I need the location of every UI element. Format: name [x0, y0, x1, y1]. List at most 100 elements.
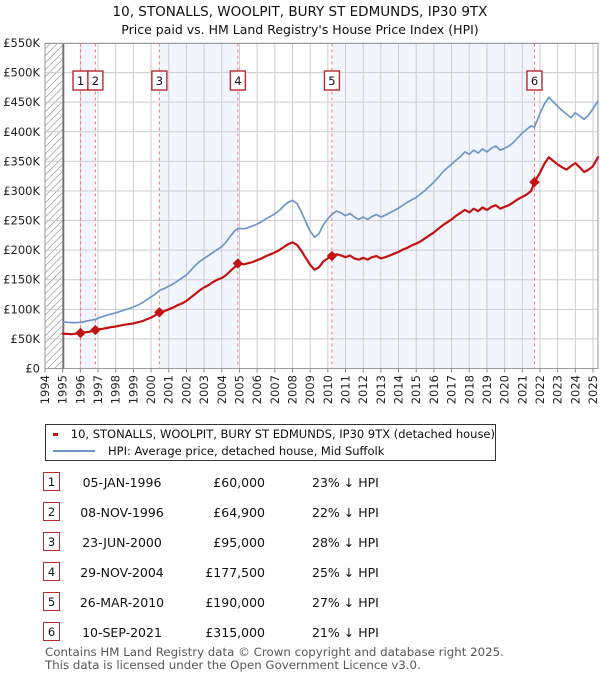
sale-number-box	[151, 70, 168, 91]
property-line-swatch	[53, 432, 58, 436]
row-number-badge: 2	[43, 502, 60, 521]
x-axis-tick-label: 2013	[374, 375, 388, 404]
legend-item-property: 10, STONALLS, WOOLPIT, BURY ST EDMUNDS, …	[46, 426, 495, 443]
x-axis-tick-label: 2018	[462, 375, 476, 404]
row-number-badge: 5	[43, 592, 60, 611]
sale-number-label: 2	[92, 74, 99, 88]
row-price: £177,500	[205, 565, 265, 580]
row-date: 29-NOV-2004	[80, 565, 164, 580]
x-axis-tick-label: 2015	[409, 375, 423, 404]
table-row: 6 10-SEP-2021 £315,000 21% ↓ HPI	[0, 620, 600, 650]
row-price: £64,900	[213, 505, 265, 520]
page-title: 10, STONALLS, WOOLPIT, BURY ST EDMUNDS, …	[112, 4, 488, 20]
x-axis-tick-label: 2003	[197, 375, 211, 404]
sale-number-box	[87, 70, 104, 91]
footer-line-2: This data is licensed under the Open Gov…	[45, 658, 421, 672]
sale-marker-diamond	[90, 324, 101, 336]
x-axis-tick-label: 1995	[56, 375, 70, 404]
x-axis-tick-label: 2011	[339, 375, 353, 404]
row-price: £60,000	[213, 475, 265, 490]
table-row: 2 08-NOV-1996 £64,900 22% ↓ HPI	[0, 500, 600, 530]
y-axis-tick-label: £300K	[3, 184, 40, 198]
x-axis-tick-label: 2005	[232, 375, 246, 404]
table-row: 3 23-JUN-2000 £95,000 28% ↓ HPI	[0, 530, 600, 560]
x-axis-tick-label: 2021	[515, 375, 529, 404]
row-price: £190,000	[205, 595, 265, 610]
row-date: 08-NOV-1996	[80, 505, 164, 520]
row-hpi-delta: 21% ↓ HPI	[312, 625, 379, 640]
x-axis-tick-label: 2023	[551, 375, 565, 404]
row-number-badge: 4	[43, 562, 60, 581]
row-price: £95,000	[213, 535, 265, 550]
x-axis-tick-label: 2007	[268, 375, 282, 404]
row-hpi-delta: 23% ↓ HPI	[312, 475, 379, 490]
x-axis-tick-label: 1994	[38, 375, 52, 404]
hpi-line-swatch	[53, 450, 95, 452]
y-axis-tick-label: £100K	[3, 302, 40, 316]
sale-number-box	[526, 70, 543, 91]
sale-number-box	[229, 70, 247, 91]
sale-number-label: 3	[156, 74, 163, 88]
row-date: 26-MAR-2010	[79, 595, 165, 610]
y-axis-tick-label: £50K	[11, 332, 41, 346]
sale-number-box	[323, 70, 341, 91]
sale-number-label: 6	[531, 74, 538, 88]
x-axis-tick-label: 1997	[91, 375, 105, 404]
x-axis-tick-label: 2000	[144, 375, 158, 404]
table-row: 5 26-MAR-2010 £190,000 27% ↓ HPI	[0, 590, 600, 620]
footer-line-1: Contains HM Land Registry data © Crown c…	[45, 645, 504, 659]
x-axis-tick-label: 2016	[427, 375, 441, 404]
x-axis-tick-label: 2008	[285, 375, 299, 404]
x-axis-tick-label: 2025	[586, 375, 600, 404]
y-axis-tick-label: £500K	[3, 66, 40, 80]
x-axis-tick-label: 1996	[73, 375, 87, 404]
y-axis-tick-label: £550K	[3, 38, 40, 50]
chart-legend: 10, STONALLS, WOOLPIT, BURY ST EDMUNDS, …	[45, 424, 496, 461]
row-number-badge: 3	[43, 532, 60, 551]
sale-number-label: 5	[328, 74, 335, 88]
x-axis-tick-label: 2017	[445, 375, 459, 404]
price-history-chart: 1 2 3 4 5 6 £0 £50K £100K £150K £200K £250K £300K £35…	[3, 38, 600, 404]
sale-marker-diamond	[529, 176, 540, 188]
table-row: 1 05-JAN-1996 £60,000 23% ↓ HPI	[0, 470, 600, 500]
row-hpi-delta: 25% ↓ HPI	[312, 565, 379, 580]
x-axis-tick-label: 2024	[568, 375, 582, 404]
x-axis-tick-label: 2014	[392, 375, 406, 404]
x-axis-tick-label: 2001	[162, 375, 176, 404]
row-number-badge: 1	[43, 472, 60, 491]
ownership-band	[80, 43, 96, 369]
legend-label-property: 10, STONALLS, WOOLPIT, BURY ST EDMUNDS, …	[70, 427, 495, 441]
license-footer: Contains HM Land Registry data © Crown c…	[45, 646, 504, 672]
y-axis-tick-label: £150K	[3, 273, 40, 287]
ownership-band	[331, 43, 535, 369]
x-axis-tick-label: 2009	[303, 375, 317, 404]
hpi-line	[61, 96, 599, 324]
row-number-badge: 6	[43, 622, 60, 641]
x-axis-tick-label: 2019	[480, 375, 494, 404]
sale-marker-diamond	[326, 250, 338, 262]
sale-marker-diamond	[75, 327, 86, 339]
sale-number-label: 1	[77, 74, 84, 88]
row-price: £315,000	[205, 625, 265, 640]
row-date: 23-JUN-2000	[82, 535, 162, 550]
row-date: 10-SEP-2021	[82, 625, 162, 640]
x-axis-tick-label: 2020	[498, 375, 512, 404]
y-axis-tick-label: £450K	[3, 95, 40, 109]
no-data-hatch	[45, 43, 64, 369]
x-axis-tick-label: 2010	[321, 375, 335, 404]
x-axis-tick-label: 2012	[356, 375, 370, 404]
sales-table: 1 05-JAN-1996 £60,000 23% ↓ HPI 2 08-NOV-1996…	[0, 470, 600, 650]
y-axis-tick-label: £400K	[3, 125, 40, 139]
row-date: 05-JAN-1996	[82, 475, 162, 490]
row-hpi-delta: 22% ↓ HPI	[312, 505, 379, 520]
sale-marker-diamond	[154, 307, 165, 318]
y-axis-tick-label: £200K	[3, 243, 40, 257]
legend-label-hpi: HPI: Average price, detached house, Mid …	[108, 444, 385, 458]
y-axis-tick-label: £0	[25, 362, 40, 376]
x-axis-tick-label: 2004	[215, 375, 229, 404]
ownership-band	[159, 43, 238, 369]
row-hpi-delta: 28% ↓ HPI	[312, 535, 379, 550]
x-axis-tick-label: 2022	[533, 375, 547, 404]
x-axis-tick-label: 2002	[179, 375, 193, 404]
